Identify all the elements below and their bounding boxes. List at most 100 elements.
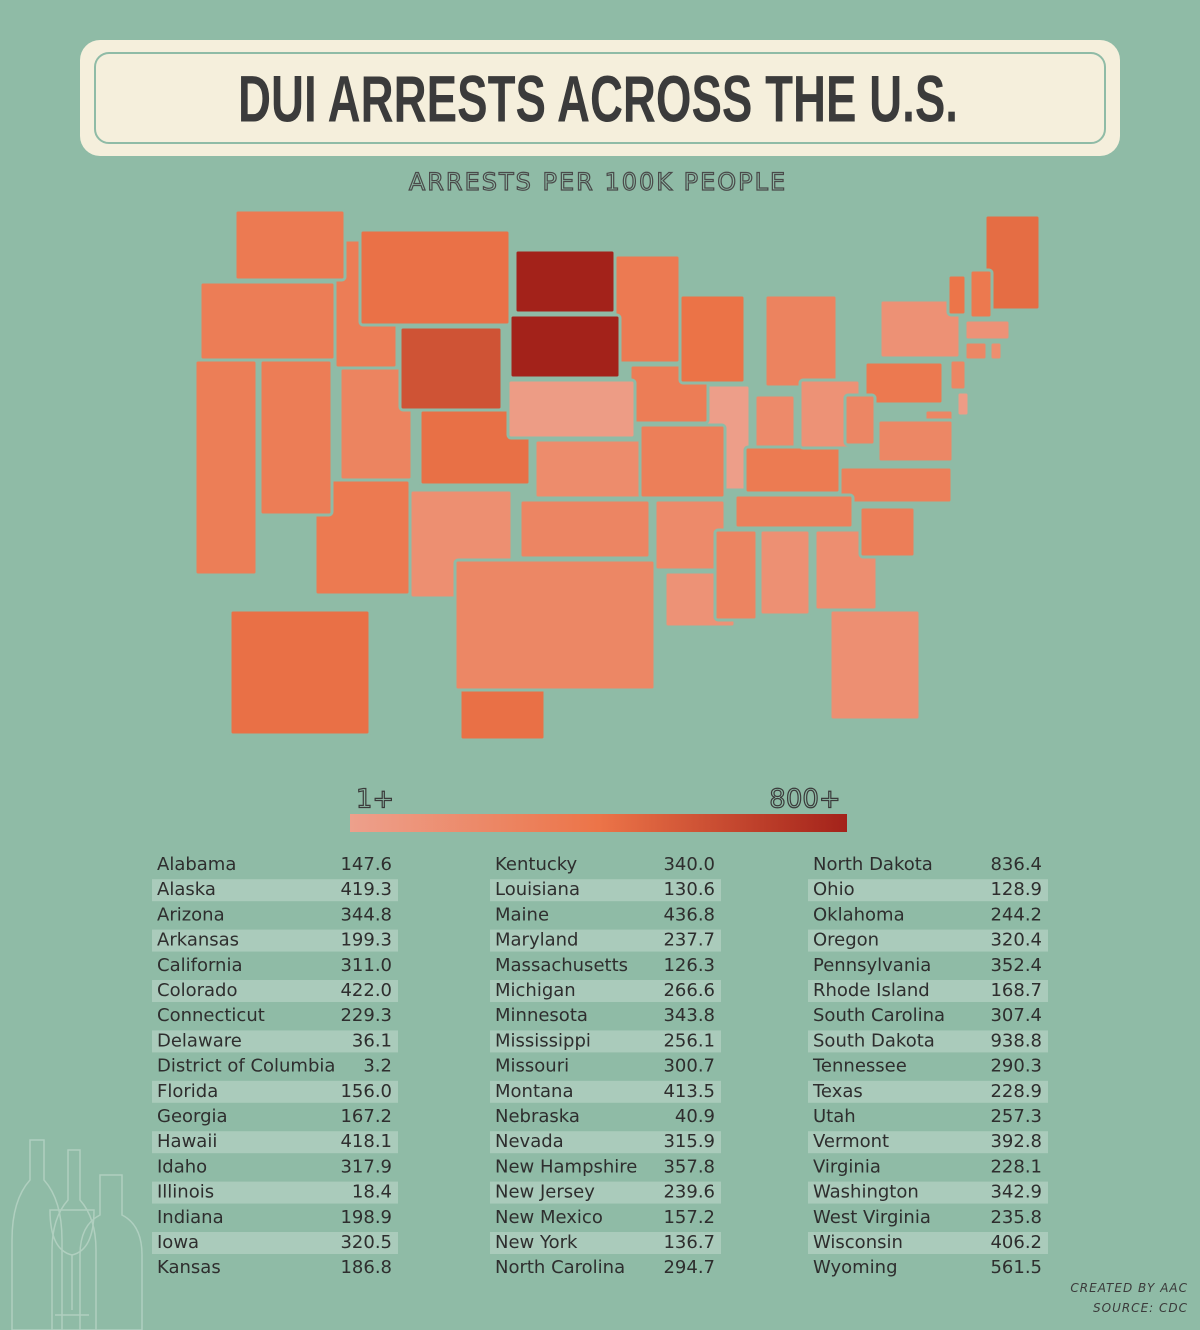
subtitle: ARRESTS PER 100K PEOPLE [409, 168, 787, 196]
state [758, 528, 812, 617]
state [678, 293, 747, 385]
state [763, 293, 839, 389]
state-value: 126.3 [663, 955, 715, 976]
state [863, 360, 945, 406]
state-name: Virginia [813, 1156, 881, 1177]
state-value: 357.8 [663, 1156, 715, 1177]
state-name: Pennsylvania [813, 955, 931, 976]
state-name: Montana [495, 1081, 573, 1102]
state-value: 128.9 [990, 879, 1042, 900]
state-value: 342.9 [990, 1182, 1042, 1203]
state [948, 358, 968, 392]
state-name: Georgia [157, 1106, 228, 1127]
state-value: 418.1 [340, 1131, 392, 1152]
row-band [808, 1131, 1048, 1154]
state-value: 40.9 [675, 1106, 715, 1127]
state-value: 836.4 [990, 854, 1042, 875]
state [858, 505, 917, 559]
state-name: Oklahoma [813, 904, 905, 925]
row-band [490, 879, 721, 902]
state-value: 419.3 [340, 879, 392, 900]
state-name: New Jersey [495, 1182, 595, 1203]
state-name: Mississippi [495, 1030, 591, 1051]
state-name: Nevada [495, 1131, 564, 1152]
state-name: Missouri [495, 1056, 569, 1077]
state [193, 358, 259, 577]
state-name: Indiana [157, 1207, 224, 1228]
state-value: 198.9 [340, 1207, 392, 1228]
state-name: Massachusetts [495, 955, 628, 976]
title: DUI ARRESTS ACROSS THE U.S. [238, 61, 958, 135]
state-name: Illinois [157, 1182, 214, 1203]
state-value: 392.8 [990, 1131, 1042, 1152]
state-value: 315.9 [663, 1131, 715, 1152]
state-value: 18.4 [352, 1182, 392, 1203]
state-name: Florida [157, 1081, 218, 1102]
row-band [808, 1232, 1048, 1254]
state [983, 213, 1042, 312]
state [963, 318, 1012, 342]
state-value: 436.8 [663, 904, 715, 925]
state [258, 358, 334, 517]
title-box [80, 40, 1120, 156]
row-band [490, 1232, 721, 1254]
state-name: Washington [813, 1182, 919, 1203]
state [713, 528, 759, 622]
row-band [152, 1131, 398, 1154]
state-name: Ohio [813, 879, 855, 900]
state-value: 235.8 [990, 1207, 1042, 1228]
state-value: 352.4 [990, 955, 1042, 976]
state [743, 445, 842, 495]
row-band [808, 1030, 1048, 1053]
row-band [152, 980, 398, 1002]
state-value: 147.6 [340, 854, 392, 875]
state [198, 280, 337, 362]
state-name: Idaho [157, 1156, 207, 1177]
state [828, 608, 922, 722]
title-border [94, 52, 1106, 144]
row-band [152, 1080, 398, 1103]
state [876, 418, 955, 464]
state [613, 253, 682, 365]
state-name: Michigan [495, 980, 576, 1001]
row-band [490, 980, 721, 1002]
state-name: South Carolina [813, 1005, 945, 1026]
state-name: California [157, 955, 242, 976]
state [946, 273, 968, 317]
row-band [152, 929, 398, 952]
state-name: Alabama [157, 854, 236, 875]
state-name: Maryland [495, 930, 578, 951]
state-name: New York [495, 1232, 578, 1253]
state [506, 378, 637, 440]
state [358, 228, 512, 327]
state-value: 228.1 [990, 1156, 1042, 1177]
state-value: 422.0 [340, 980, 392, 1001]
state [513, 248, 617, 315]
row-band [808, 879, 1048, 902]
state [518, 498, 652, 560]
state [878, 298, 962, 360]
state-value: 561.5 [990, 1257, 1042, 1278]
row-band [152, 1030, 398, 1053]
state-value: 244.2 [990, 904, 1042, 925]
state-value: 156.0 [340, 1081, 392, 1102]
state-value: 228.9 [990, 1081, 1042, 1102]
state [338, 366, 414, 482]
state-name: Connecticut [157, 1005, 265, 1026]
row-band [808, 929, 1048, 952]
row-band [490, 1080, 721, 1103]
state-value: 406.2 [990, 1232, 1042, 1253]
state-name: Texas [812, 1081, 863, 1102]
row-band [808, 980, 1048, 1002]
legend-bar [350, 814, 847, 832]
state-name: Vermont [813, 1131, 889, 1152]
state-name: Wyoming [813, 1257, 898, 1278]
state-value: 413.5 [663, 1081, 715, 1102]
state [733, 493, 855, 530]
row-band [808, 1181, 1048, 1204]
state-value: 229.3 [340, 1005, 392, 1026]
row-band [490, 929, 721, 952]
state-name: Nebraska [495, 1106, 580, 1127]
state [233, 208, 347, 282]
